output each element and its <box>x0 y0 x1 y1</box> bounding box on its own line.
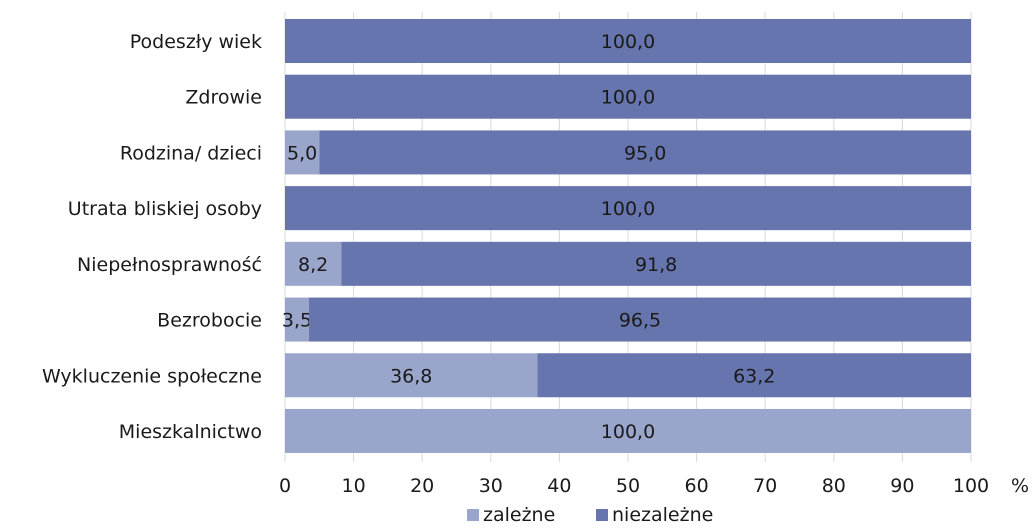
category-label: Podeszły wiek <box>130 31 262 53</box>
x-tick-label: 0 <box>279 475 291 497</box>
data-label: 95,0 <box>624 142 666 164</box>
category-label: Niepełnosprawność <box>77 254 262 276</box>
bar-segment-niezalezne <box>341 241 971 286</box>
legend-swatch <box>596 509 608 521</box>
category-label: Wykluczenie społeczne <box>42 365 262 387</box>
x-tick-label: 70 <box>753 475 777 497</box>
data-label: 36,8 <box>390 365 432 387</box>
data-label: 3,5 <box>282 310 312 332</box>
x-tick-label: 80 <box>822 475 846 497</box>
bar-segment-zalezne <box>285 130 320 175</box>
category-label: Mieszkalnictwo <box>119 421 262 443</box>
x-tick-label: 60 <box>685 475 709 497</box>
x-tick-label: 30 <box>479 475 503 497</box>
data-label: 5,0 <box>287 142 317 164</box>
bars: 100,0 100,0 5,0 95,0 100,0 8,2 91,8 3,5 96,5 36,8… <box>282 19 971 453</box>
legend-label: zależne <box>483 504 555 526</box>
category-label: Utrata bliskiej osoby <box>68 198 262 220</box>
category-label: Bezrobocie <box>157 310 262 332</box>
legend: zależne niezależne <box>467 504 713 526</box>
data-label: 8,2 <box>298 254 328 276</box>
data-label: 96,5 <box>619 310 661 332</box>
data-label: 91,8 <box>635 254 677 276</box>
bar-segment-niezalezne <box>285 186 971 231</box>
bar-segment-niezalezne <box>319 130 971 175</box>
bar-segment-niezalezne <box>309 297 971 342</box>
bar-segment-niezalezne <box>537 353 971 398</box>
x-tick-label: 90 <box>890 475 914 497</box>
category-label: Rodzina/ dzieci <box>120 142 262 164</box>
x-tick-label: 40 <box>547 475 571 497</box>
data-label: 63,2 <box>733 365 775 387</box>
x-tick-label: 10 <box>342 475 366 497</box>
legend-label: niezależne <box>612 504 713 526</box>
bar-segment-zalezne <box>285 241 342 286</box>
x-tick-label: 20 <box>410 475 434 497</box>
x-tick-label: 100 <box>953 475 989 497</box>
bar-segment-niezalezne <box>285 74 971 119</box>
data-label: 100,0 <box>601 198 655 220</box>
bar-segment-zalezne <box>285 408 971 453</box>
x-axis-tick-labels: 0 10 20 30 40 50 60 70 80 90 100 <box>279 475 989 497</box>
data-label: 100,0 <box>601 87 655 109</box>
bar-segment-niezalezne <box>285 19 971 63</box>
category-labels: Podeszły wiek Zdrowie Rodzina/ dzieci Utrat… <box>42 31 262 443</box>
bar-segment-zalezne <box>285 297 310 342</box>
x-tick-label: 50 <box>616 475 640 497</box>
data-label: 100,0 <box>601 421 655 443</box>
legend-swatch <box>467 509 479 521</box>
data-label: 100,0 <box>601 31 655 53</box>
x-axis-unit-label: % <box>1011 475 1029 497</box>
bar-segment-zalezne <box>285 353 538 398</box>
category-label: Zdrowie <box>185 87 262 109</box>
